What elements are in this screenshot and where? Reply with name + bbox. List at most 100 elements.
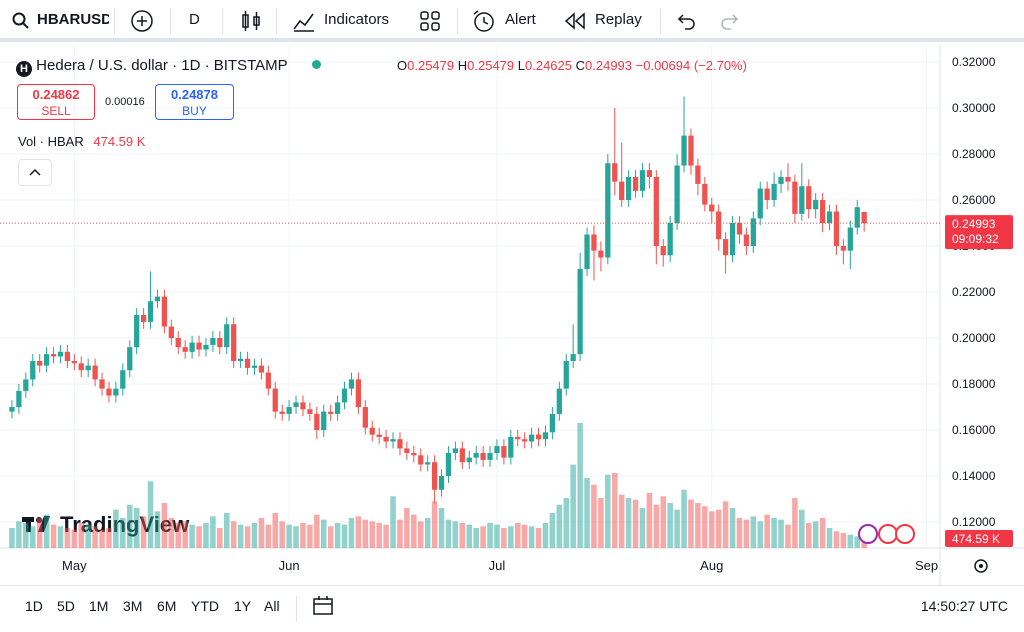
candle-body (799, 186, 805, 214)
volume-bar (591, 484, 597, 548)
alert-icon[interactable] (471, 8, 497, 34)
volume-bar (189, 524, 195, 548)
candle-body (57, 351, 64, 357)
candle-body (584, 234, 590, 270)
candle-body (147, 301, 154, 322)
candle-body (431, 462, 438, 490)
candle-body (709, 204, 715, 212)
volume-bar (175, 523, 182, 548)
volume-bar (501, 528, 507, 548)
layout-icon[interactable] (419, 10, 441, 32)
symbol[interactable]: HBARUSD (37, 11, 109, 28)
range[interactable]: 6M (157, 598, 177, 614)
volume-bar (147, 481, 154, 548)
volume-bar (445, 519, 452, 548)
settings-icon (979, 564, 983, 568)
range[interactable]: 1D (25, 598, 43, 614)
candle-body (50, 354, 57, 357)
volume-bar (535, 528, 542, 548)
volume-name: Vol · HBAR (18, 134, 84, 149)
candle-body (598, 250, 604, 258)
interval[interactable]: D (189, 11, 200, 28)
volume-bar (272, 513, 279, 548)
candle-body (286, 407, 292, 414)
volume-bar (549, 513, 556, 548)
chart: 0.12000 0.14000 0.16000 0.18000 0.20000 0.220… (0, 44, 1024, 585)
candle-body (307, 409, 313, 414)
candle-body (154, 296, 161, 302)
toolbar: HBARUSD D Indicators Alert Replay (0, 0, 1024, 42)
candle-body (37, 361, 43, 366)
candle-body (113, 388, 119, 396)
price-tag-value: 0.24993 (952, 217, 996, 231)
y-tick-label: 0.30000 (952, 101, 996, 115)
candle-body (445, 453, 452, 477)
volume-bar (71, 529, 78, 548)
indicators-icon[interactable] (292, 9, 316, 33)
volume-bar (36, 518, 43, 548)
y-tick-label: 0.12000 (952, 515, 996, 529)
collapse-button[interactable] (18, 159, 52, 186)
volume-tag (945, 530, 1013, 547)
indicators[interactable]: Indicators (324, 11, 390, 28)
range[interactable]: 1M (89, 598, 109, 614)
volume-bar (424, 518, 431, 548)
buy-price: 0.24878 (171, 87, 218, 102)
candle-body (542, 432, 549, 440)
sell-button[interactable]: 0.24862 SELL (17, 84, 95, 120)
redo[interactable] (720, 12, 740, 30)
replay-icon[interactable] (563, 11, 587, 31)
candle-body (244, 358, 251, 368)
volume-bar (785, 524, 791, 548)
plot-background (0, 44, 1024, 585)
x-tick-label: Aug (700, 558, 723, 573)
volume-bar (438, 508, 445, 548)
candle-body (293, 402, 299, 408)
volume-bar (120, 518, 126, 548)
candle-body (736, 223, 743, 235)
volume-value: 474.59 K (93, 134, 146, 149)
volume-bar (646, 493, 653, 548)
candle-body (833, 211, 840, 247)
range[interactable]: 1Y (234, 598, 252, 614)
alert[interactable]: Alert (505, 11, 536, 28)
clock[interactable]: 14:50:27 UTC (920, 598, 1008, 614)
volume-bar (611, 473, 618, 548)
volume-bar (563, 498, 570, 548)
candle-body (404, 448, 410, 454)
buy-button[interactable]: 0.24878 BUY (155, 84, 234, 120)
range[interactable]: YTD (191, 598, 219, 614)
volume-bar (265, 524, 272, 548)
candle-body (175, 338, 181, 348)
range[interactable]: 3M (123, 598, 143, 614)
range[interactable]: 5D (57, 598, 75, 614)
candle-body (688, 135, 694, 166)
volume-bar (397, 519, 403, 548)
candle-body (528, 434, 535, 442)
volume-bar (203, 523, 209, 548)
add-symbol[interactable] (130, 9, 154, 33)
volume-bar (799, 509, 805, 548)
price-tag-countdown: 09:09:32 (952, 232, 999, 246)
candle-body (501, 446, 507, 458)
volume-bar (854, 536, 861, 548)
x-tick-label: Jul (489, 558, 506, 573)
range[interactable]: All (264, 598, 280, 614)
volume-bar (715, 509, 722, 548)
chart-type[interactable] (240, 9, 262, 33)
date-range-icon[interactable] (312, 595, 334, 617)
volume-bar (348, 518, 355, 548)
candle-body (646, 170, 653, 178)
candle-body (792, 181, 798, 214)
replay[interactable]: Replay (595, 11, 642, 28)
legend: H Hedera / U.S. dollar · 1D · BITSTAMP (16, 56, 321, 77)
candle-body (168, 326, 174, 339)
y-tick-label: 0.16000 (952, 423, 996, 437)
search-icon[interactable] (12, 12, 30, 30)
candle-body (71, 361, 77, 364)
volume-bar (57, 526, 64, 548)
candle-body (376, 434, 382, 437)
candle-body (487, 453, 493, 460)
undo[interactable] (676, 12, 696, 30)
volume-tag-value: 474.59 K (952, 532, 1000, 546)
